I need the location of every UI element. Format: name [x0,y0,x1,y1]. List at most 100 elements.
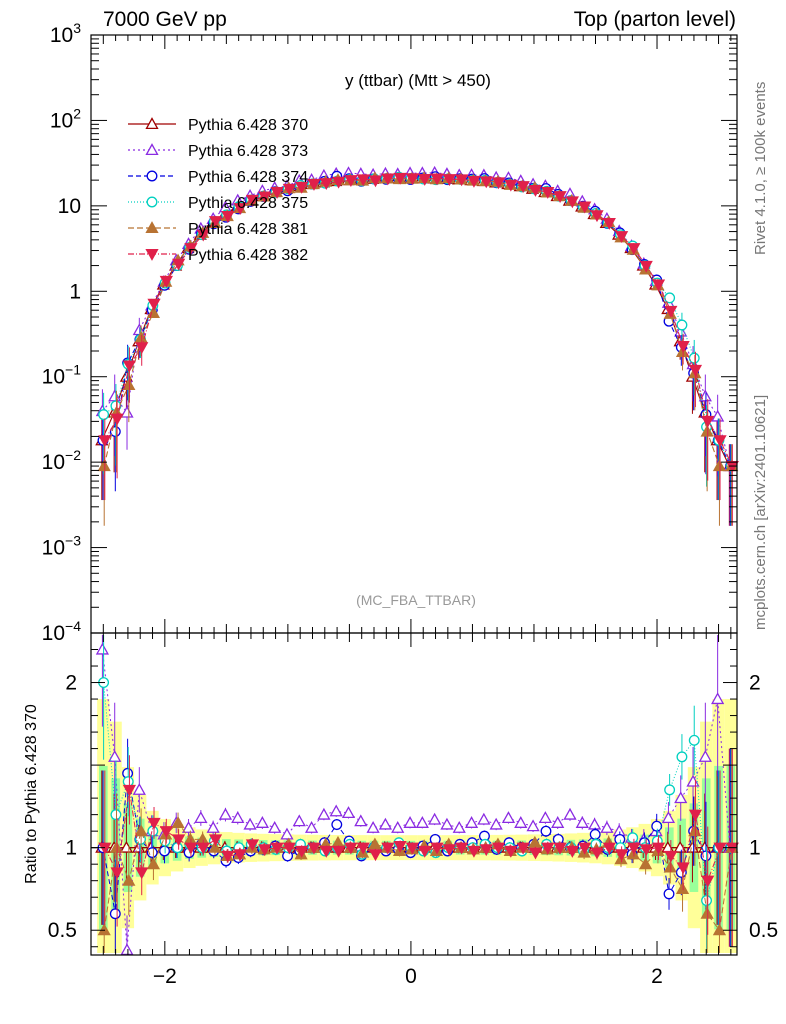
data-point-marker [292,814,306,827]
data-point-marker [700,906,714,919]
data-point-marker [405,842,420,855]
data-point-marker [233,203,247,215]
y-tick-exponent: −4 [65,618,81,634]
data-point-marker [221,850,235,863]
y-tick-base: 10 [42,451,65,474]
data-point-marker [428,812,442,825]
data-point-marker [541,842,555,855]
data-point-marker [366,821,380,833]
data-point-marker [602,217,616,230]
data-point-marker [464,816,479,828]
data-point-marker [135,867,149,880]
data-point-marker [270,187,284,199]
data-point-marker [491,842,506,855]
data-point-marker [664,305,678,318]
data-point-marker [381,842,395,855]
data-point-marker [676,751,688,763]
data-point-marker [356,842,370,855]
data-point-marker [711,409,725,422]
data-point-marker [110,809,122,821]
data-point-marker [172,258,186,271]
data-point-marker [674,324,688,337]
data-point-marker [700,850,712,862]
ratio-y-tick-label-right: 0.5 [749,919,778,942]
data-point-marker [122,873,136,886]
series-pythia-6-428-382 [98,172,739,947]
data-point-marker [626,847,640,860]
data-point-marker [467,845,481,858]
data-point-marker [491,177,506,190]
ratio-panel-frame [90,632,738,956]
legend-label: Pythia 6.428 375 [188,195,308,212]
data-point-marker [479,844,493,857]
data-point-marker [578,842,592,855]
data-point-marker [440,817,454,830]
data-point-marker [713,435,727,448]
data-point-marker [344,842,358,855]
data-point-marker [368,837,382,850]
chart-title: y (ttbar) (Mtt > 450) [345,71,491,90]
data-point-marker [418,845,432,858]
ratio-y-tick-label-right: 1 [749,837,761,860]
data-point-marker [231,811,245,823]
data-point-marker [627,832,639,844]
data-point-marker [688,364,703,377]
y-tick-label: 10 [58,195,81,218]
data-point-marker [418,174,432,186]
axes-frame [90,34,738,956]
ratio-y-tick-label-left: 1 [65,837,77,860]
data-point-marker [676,319,688,331]
data-point-marker [146,170,158,182]
data-point-marker [514,816,528,828]
data-point-marker [526,819,540,832]
ratio-y-tick-label-right: 2 [749,672,761,695]
data-point-marker [627,243,641,255]
data-point-marker [590,847,604,860]
legend-label: Pythia 6.428 374 [188,169,308,186]
y-tick-exponent: 3 [73,20,81,36]
data-point-marker [528,847,543,860]
data-point-marker [331,819,343,830]
data-point-marker [688,734,700,746]
ratio-series-line [104,789,733,883]
data-point-marker [587,817,602,830]
data-point-marker [159,845,170,857]
data-point-marker [147,298,161,311]
data-point-marker [455,842,469,855]
ratio-y-tick-label-left: 0.5 [48,919,77,942]
ratio-series-line [103,822,733,932]
data-point-marker [712,459,727,472]
data-point-marker [712,923,727,936]
data-point-marker [331,176,346,189]
data-point-marker [442,174,456,187]
data-point-marker [578,201,592,214]
data-point-marker [147,817,161,830]
legend-label: Pythia 6.428 373 [188,143,308,160]
data-point-marker [700,424,714,437]
y-tick-label: 10−1 [42,362,82,389]
data-point-marker [698,750,712,762]
data-point-marker [661,811,676,823]
data-point-marker [553,842,567,855]
data-point-marker [528,184,543,197]
data-point-marker [341,806,356,819]
analysis-watermark: (MC_FBA_TTBAR) [356,592,476,608]
y-tick-label: 1 [69,280,81,303]
data-point-marker [97,923,111,936]
data-point-marker [145,248,159,261]
data-point-marker [304,821,319,833]
y-tick-base: 10 [42,366,65,389]
data-point-marker [430,842,444,855]
data-point-marker [504,179,518,192]
data-point-marker [676,340,690,353]
data-point-marker [516,181,530,194]
data-point-marker [146,196,158,208]
data-point-marker [391,821,405,833]
y-tick-exponent: 2 [73,105,81,121]
y-tick-base: 10 [58,195,81,218]
data-point-marker [674,791,688,804]
data-point-marker [541,187,555,199]
data-point-marker [206,821,220,833]
data-point-marker [701,875,715,888]
y-tick-exponent: −1 [65,362,81,378]
